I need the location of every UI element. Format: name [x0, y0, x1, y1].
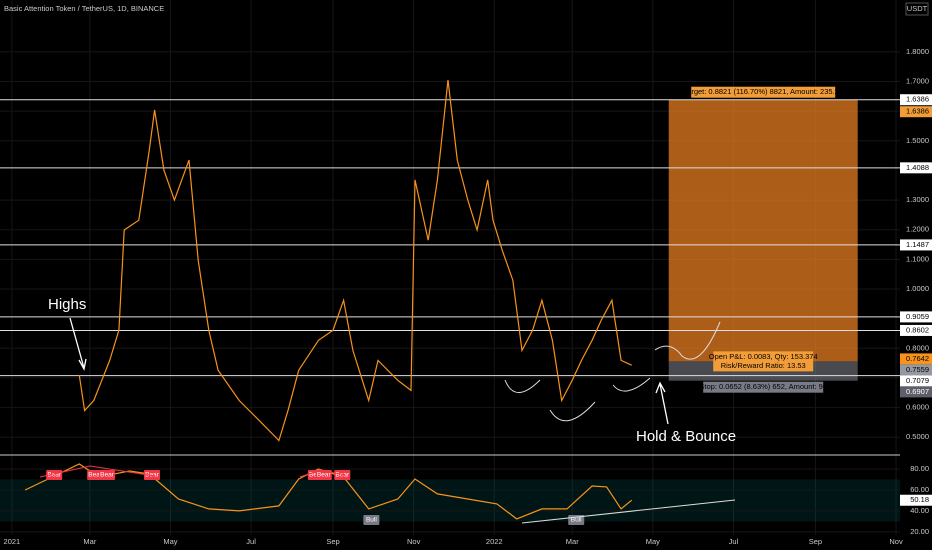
signal-label: Bear: [47, 472, 62, 479]
signal-box: [99, 470, 116, 480]
y-tick-label: 1.1000: [906, 254, 929, 263]
axis-tag: [900, 162, 932, 174]
target-label: Target: 0.8821 (116.70%) 8821, Amount: 2…: [683, 87, 843, 96]
y-tick-label: 1.8000: [906, 47, 929, 56]
signal-label: Bear: [100, 472, 115, 479]
currency-box: [905, 2, 929, 16]
signal-label: Bear: [88, 472, 103, 479]
chart-title: Basic Attention Token / TetherUS, 1D, BI…: [4, 4, 164, 13]
annotation: Highs: [48, 296, 86, 313]
signal-box: [315, 470, 332, 480]
ratio-label: Risk/Reward Ratio: 13.53: [721, 361, 806, 370]
axis-tag: [900, 324, 932, 336]
axis-tag-label: 0.9059: [906, 312, 929, 321]
y-tick-label: 1.0000: [906, 284, 929, 293]
y-tick-label: 1.7000: [906, 76, 929, 85]
axis-tag: [900, 364, 932, 376]
signal-box: [334, 470, 351, 480]
axis-tag-label: 0.6907: [906, 387, 929, 396]
y-tick-label: 20.00: [910, 527, 929, 536]
y-tick-label: 1.3000: [906, 195, 929, 204]
x-tick-label: Sep: [809, 537, 822, 546]
stop-label-box: [703, 381, 824, 393]
series-line: [24, 463, 633, 520]
axis-tag: [900, 353, 932, 365]
axis-tag: [900, 386, 932, 398]
rsi-trend-line: [521, 499, 736, 524]
currency: USDT: [907, 4, 928, 13]
signal-label: Bull: [366, 517, 377, 524]
x-tick-label: 2021: [4, 537, 21, 546]
target-label-box: [691, 86, 836, 98]
axis-tag: [900, 106, 932, 118]
x-tick-label: Nov: [889, 537, 903, 546]
axis-tag-label: 1.1487: [906, 240, 929, 249]
y-tick-label: 80.00: [910, 464, 929, 473]
projection-curve: [654, 321, 721, 360]
axis-tag-label: 1.4088: [906, 163, 929, 172]
signal-box: [363, 515, 380, 525]
axis-tag-label: 0.7559: [906, 365, 929, 374]
y-tick-label: 1.5000: [906, 136, 929, 145]
x-tick-label: Jul: [246, 537, 256, 546]
axis-tag-label: 1.6386: [906, 95, 929, 104]
axis-tag-label: 0.7079: [906, 376, 929, 385]
signal-label: Bear: [335, 472, 350, 479]
bounce-arrow: [655, 381, 669, 425]
y-tick-label: 0.8000: [906, 343, 929, 352]
x-tick-label: Mar: [566, 537, 579, 546]
stop-label: Stop: 0.0652 (8.63%) 652, Amount: 90: [699, 382, 827, 391]
axis-tag: [900, 375, 932, 387]
rsi-band: [0, 479, 900, 522]
axis-tag-label: 50.18: [910, 495, 929, 504]
x-tick-label: 2022: [486, 537, 503, 546]
axis-tag: [900, 239, 932, 251]
target-zone: [668, 99, 858, 362]
axis-tag: [900, 311, 932, 323]
highs-arrow: [69, 317, 87, 371]
x-tick-label: Sep: [326, 537, 339, 546]
bounce-curves: [504, 377, 651, 422]
pnl-box: [713, 351, 814, 372]
x-tick-label: Mar: [83, 537, 96, 546]
signal-label: Bull: [571, 517, 582, 524]
axis-tag: [900, 94, 932, 106]
annotation: Hold & Bounce: [636, 428, 736, 445]
series-line: [78, 79, 632, 442]
rsi-bear-lines: [39, 465, 346, 478]
y-tick-label: 1.2000: [906, 225, 929, 234]
x-tick-label: May: [646, 537, 660, 546]
x-tick-label: Nov: [407, 537, 421, 546]
pnl-label: Open P&L: 0.0083, Qty: 153.374: [709, 352, 818, 361]
signal-label: Bear: [317, 472, 332, 479]
axis-tag-label: 0.8602: [906, 325, 929, 334]
axis-tag: [900, 494, 932, 506]
y-tick-label: 0.5000: [906, 432, 929, 441]
y-tick-label: 0.6000: [906, 403, 929, 412]
y-tick-label: 40.00: [910, 506, 929, 515]
axis-tag-label: 0.7642: [906, 354, 929, 363]
x-tick-label: May: [163, 537, 177, 546]
y-tick-label: 60.00: [910, 485, 929, 494]
x-tick-label: Jul: [729, 537, 739, 546]
signal-box: [143, 470, 160, 480]
axis-tag-label: 1.6386: [906, 107, 929, 116]
